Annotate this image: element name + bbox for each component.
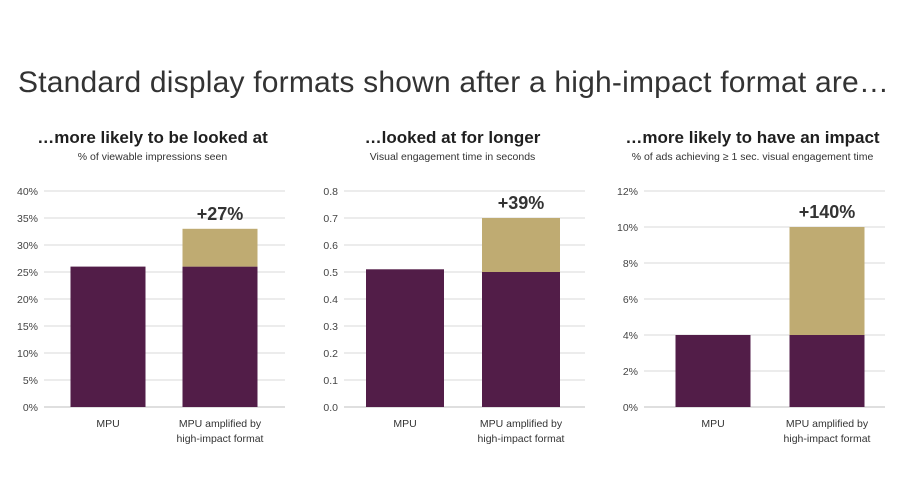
bar-base-mpu bbox=[70, 266, 146, 407]
y-tick-label: 4% bbox=[623, 330, 638, 342]
page-title: Standard display formats shown after a h… bbox=[18, 66, 890, 99]
x-category-label: high-impact format bbox=[177, 433, 264, 445]
y-tick-label: 15% bbox=[17, 321, 38, 333]
y-tick-label: 20% bbox=[17, 294, 38, 306]
y-tick-label: 0% bbox=[623, 402, 638, 414]
y-tick-label: 0% bbox=[23, 402, 38, 414]
y-tick-label: 2% bbox=[623, 366, 638, 378]
y-tick-label: 0.3 bbox=[323, 321, 338, 333]
y-tick-label: 0.0 bbox=[323, 402, 338, 414]
chart-subtitle: Visual engagement time in seconds bbox=[369, 151, 536, 163]
y-tick-label: 0.5 bbox=[323, 267, 338, 279]
x-category-label: MPU amplified by bbox=[480, 418, 563, 430]
x-category-label: high-impact format bbox=[784, 433, 871, 445]
chart-title: …more likely to be looked at bbox=[37, 128, 268, 147]
uplift-annotation: +27% bbox=[197, 204, 244, 224]
x-category-label: MPU amplified by bbox=[786, 418, 869, 430]
y-tick-label: 6% bbox=[623, 294, 638, 306]
bar-chart-impact: 0% 2% 4% 6% 8% 10% 12% MPU MPU amplified by high-… bbox=[617, 186, 885, 445]
y-tick-label: 0.2 bbox=[323, 348, 338, 360]
y-tick-label: 10% bbox=[17, 348, 38, 360]
chart-title: …more likely to have an impact bbox=[625, 128, 880, 147]
bar-uplift-mpu-amplified bbox=[182, 228, 258, 267]
chart-panel-impact: …more likely to have an impact % of ads … bbox=[610, 128, 895, 458]
y-tick-label: 5% bbox=[23, 375, 38, 387]
y-tick-label: 0.4 bbox=[323, 294, 338, 306]
bar-base-mpu-amplified bbox=[789, 335, 865, 407]
y-tick-label: 0.8 bbox=[323, 186, 338, 198]
y-tick-label: 30% bbox=[17, 240, 38, 252]
y-tick-label: 35% bbox=[17, 213, 38, 225]
chart-subtitle: % of viewable impressions seen bbox=[77, 151, 228, 163]
y-tick-label: 0.1 bbox=[323, 375, 338, 387]
x-category-label: MPU bbox=[393, 418, 416, 430]
y-tick-label: 12% bbox=[617, 186, 638, 198]
bar-chart-engagement-time: 0.0 0.1 0.2 0.3 0.4 0.5 0.6 0.7 0.8 MPU MPU amplif… bbox=[323, 186, 585, 445]
y-tick-label: 0.6 bbox=[323, 240, 338, 252]
y-tick-label: 8% bbox=[623, 258, 638, 270]
chart-panel-viewability: …more likely to be looked at % of viewab… bbox=[10, 128, 295, 458]
bar-chart-viewability: 0% 5% 10% 15% 20% 25% 30% 35% 40% MPU MPU amplifie… bbox=[17, 186, 285, 445]
x-category-label: MPU amplified by bbox=[179, 418, 262, 430]
y-tick-label: 40% bbox=[17, 186, 38, 198]
x-category-label: MPU bbox=[96, 418, 119, 430]
bar-base-mpu bbox=[366, 269, 444, 407]
chart-subtitle: % of ads achieving ≥ 1 sec. visual engag… bbox=[631, 151, 874, 163]
x-category-label: MPU bbox=[701, 418, 724, 430]
chart-panel-engagement-time: …looked at for longer Visual engagement … bbox=[310, 128, 595, 458]
bar-base-mpu-amplified bbox=[482, 272, 560, 407]
chart-title: …looked at for longer bbox=[364, 128, 541, 147]
bar-base-mpu-amplified bbox=[182, 266, 258, 407]
bar-base-mpu bbox=[675, 335, 751, 407]
uplift-annotation: +39% bbox=[498, 193, 545, 213]
bar-uplift-mpu-amplified bbox=[789, 227, 865, 335]
x-category-label: high-impact format bbox=[478, 433, 565, 445]
bar-uplift-mpu-amplified bbox=[482, 218, 560, 272]
uplift-annotation: +140% bbox=[799, 202, 856, 222]
y-tick-label: 0.7 bbox=[323, 213, 338, 225]
y-tick-label: 10% bbox=[617, 222, 638, 234]
y-tick-label: 25% bbox=[17, 267, 38, 279]
